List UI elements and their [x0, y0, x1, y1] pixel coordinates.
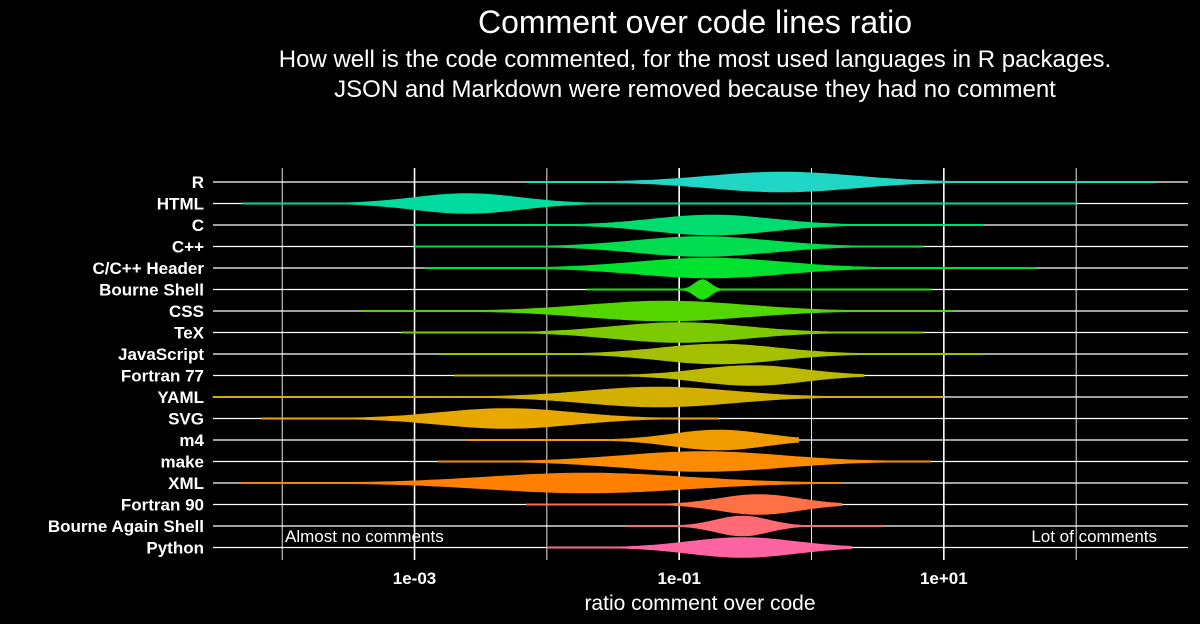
y-tick-label: C/C++ Header	[93, 259, 205, 278]
violin-bourne-again-shell	[626, 515, 884, 537]
violin-svg	[261, 408, 720, 429]
chart-subtitle-line1: How well is the code commented, for the …	[278, 46, 1112, 73]
y-tick-label: HTML	[157, 195, 204, 214]
annotation-right: Lot of comments	[1031, 527, 1157, 546]
violin-yaml	[212, 386, 945, 408]
annotation-left: Almost no comments	[285, 527, 444, 546]
violin-html	[242, 193, 1077, 214]
y-tick-label: TeX	[174, 324, 205, 343]
violin-xml	[242, 472, 843, 494]
violin-c-	[414, 236, 924, 257]
violin-c-c-header	[424, 257, 1037, 279]
y-tick-label: C	[192, 216, 204, 235]
violin-javascript	[437, 343, 985, 365]
x-axis-label: ratio comment over code	[584, 592, 815, 615]
violin-python	[546, 537, 852, 558]
y-tick-label: YAML	[157, 388, 204, 407]
y-tick-label: Fortran 90	[121, 496, 204, 515]
violin-fortran-77	[454, 365, 865, 386]
y-tick-label: Bourne Shell	[99, 281, 204, 300]
y-tick-label: Python	[146, 539, 204, 558]
violin-tex	[401, 322, 924, 343]
y-tick-label: Bourne Again Shell	[48, 517, 204, 536]
y-tick-label: XML	[168, 474, 204, 493]
violin-m4	[466, 429, 800, 451]
violin-bourne-shell	[586, 279, 932, 300]
x-tick-label: 1e+01	[920, 569, 968, 588]
y-tick-label: JavaScript	[118, 345, 204, 364]
y-tick-label: Fortran 77	[121, 367, 204, 386]
chart-title: Comment over code lines ratio	[478, 4, 912, 40]
violin-make	[437, 451, 932, 472]
violin-css	[361, 300, 955, 322]
violin-c	[414, 214, 985, 236]
x-tick-label: 1e-01	[657, 569, 700, 588]
y-tick-label: m4	[179, 431, 204, 450]
y-tick-label: SVG	[168, 410, 204, 429]
y-tick-label: make	[161, 453, 204, 472]
violin-r	[526, 171, 1157, 193]
chart-subtitle-line2: JSON and Markdown were removed because t…	[334, 76, 1056, 103]
violin-fortran-90	[526, 494, 843, 515]
y-tick-label: R	[192, 173, 204, 192]
y-tick-label: CSS	[169, 302, 204, 321]
x-tick-label: 1e-03	[393, 569, 436, 588]
y-tick-label: C++	[172, 238, 204, 257]
